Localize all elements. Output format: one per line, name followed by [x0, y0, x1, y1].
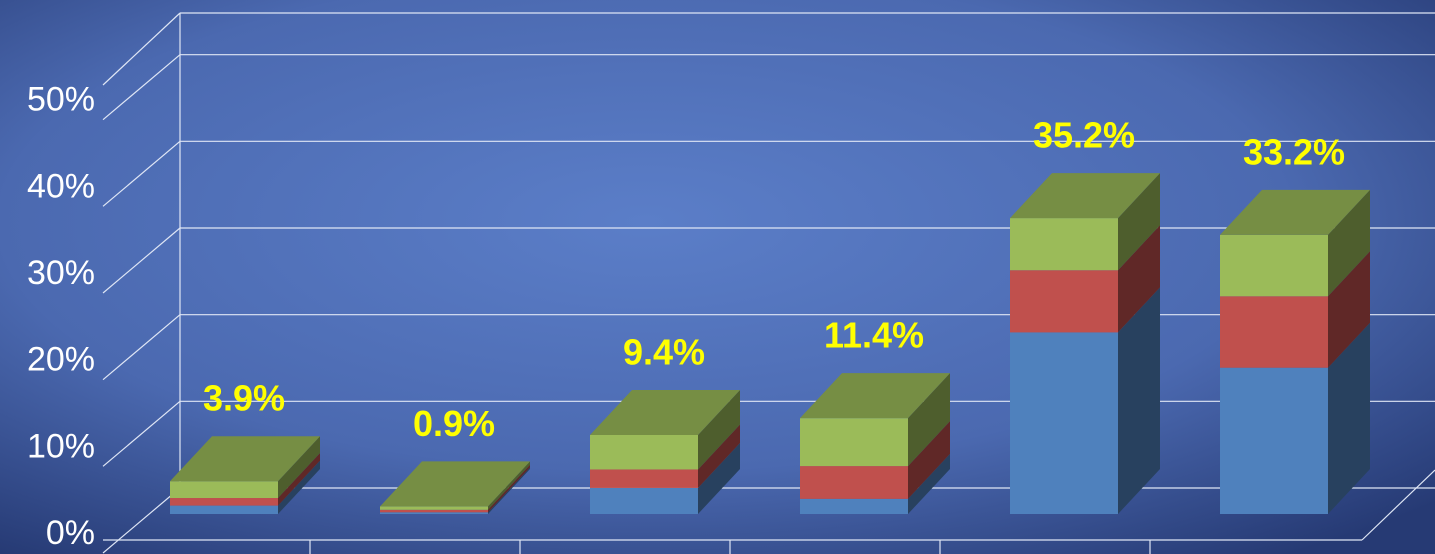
bar-side	[698, 442, 740, 514]
bar-side	[278, 453, 320, 506]
value-label: 33.2%	[1243, 131, 1345, 172]
value-label: 11.4%	[824, 315, 924, 356]
bar-side	[698, 424, 740, 488]
bar-segment	[170, 481, 278, 499]
bar-segment	[1220, 367, 1328, 514]
bar-segment	[800, 466, 908, 499]
bar-segment	[380, 506, 488, 510]
bar-side	[1328, 189, 1370, 297]
value-label: 35.2%	[1033, 115, 1135, 156]
grid-diagonal	[102, 314, 181, 381]
bar-segment	[800, 498, 908, 514]
y-tick-label: 0%	[46, 514, 95, 552]
bar-segment	[1010, 270, 1118, 333]
floor-right	[1361, 469, 1435, 541]
bar-segment	[1220, 296, 1328, 368]
value-label: 3.9%	[203, 378, 285, 419]
bar-segment	[590, 487, 698, 514]
bar-side	[1118, 287, 1160, 514]
bar-top	[380, 461, 530, 507]
grid-diagonal	[102, 140, 181, 207]
grid-diagonal	[102, 54, 181, 121]
wall-edge	[102, 12, 181, 86]
grid-diagonal	[102, 487, 181, 554]
bar-side	[488, 464, 530, 513]
y-tick-label: 30%	[27, 254, 95, 292]
bar-top	[1010, 173, 1160, 219]
bar-side	[1118, 225, 1160, 333]
grid-diagonal	[102, 400, 181, 467]
bar-segment	[380, 512, 488, 514]
bar-side	[278, 436, 320, 499]
bar-side	[1328, 322, 1370, 514]
bar-top	[800, 373, 950, 419]
y-tick-label: 10%	[27, 427, 95, 465]
plot: 0% 10% 20% 30% 40% 50% 3.9% 0.9% 9.4% 11.4% 35.2% 3…	[27, 12, 1435, 554]
bar-segment	[590, 469, 698, 488]
bar-top	[1220, 189, 1370, 235]
grid-diagonal	[102, 227, 181, 294]
value-label: 9.4%	[623, 331, 705, 372]
bar-segment	[590, 434, 698, 470]
bar-segment	[1010, 218, 1118, 271]
bar-top	[170, 436, 320, 482]
bar-segment	[800, 418, 908, 467]
bar-top	[590, 389, 740, 435]
bar-segment	[380, 509, 488, 513]
bar-side	[698, 389, 740, 470]
value-label: 0.9%	[413, 403, 495, 444]
bar-segment	[1220, 234, 1328, 297]
bar-side	[488, 461, 530, 510]
bar-side	[908, 421, 950, 499]
bar-side	[1118, 173, 1160, 271]
bar-side	[908, 453, 950, 514]
bar-segment	[170, 505, 278, 514]
bar-side	[488, 467, 530, 514]
bar-side	[908, 373, 950, 467]
bar-segment	[1010, 332, 1118, 514]
bar-segment	[170, 498, 278, 506]
bar-side	[278, 460, 320, 514]
y-tick-label: 50%	[27, 81, 95, 119]
bar-side	[1328, 251, 1370, 368]
y-tick-label: 20%	[27, 341, 95, 379]
y-tick-label: 40%	[27, 167, 95, 205]
